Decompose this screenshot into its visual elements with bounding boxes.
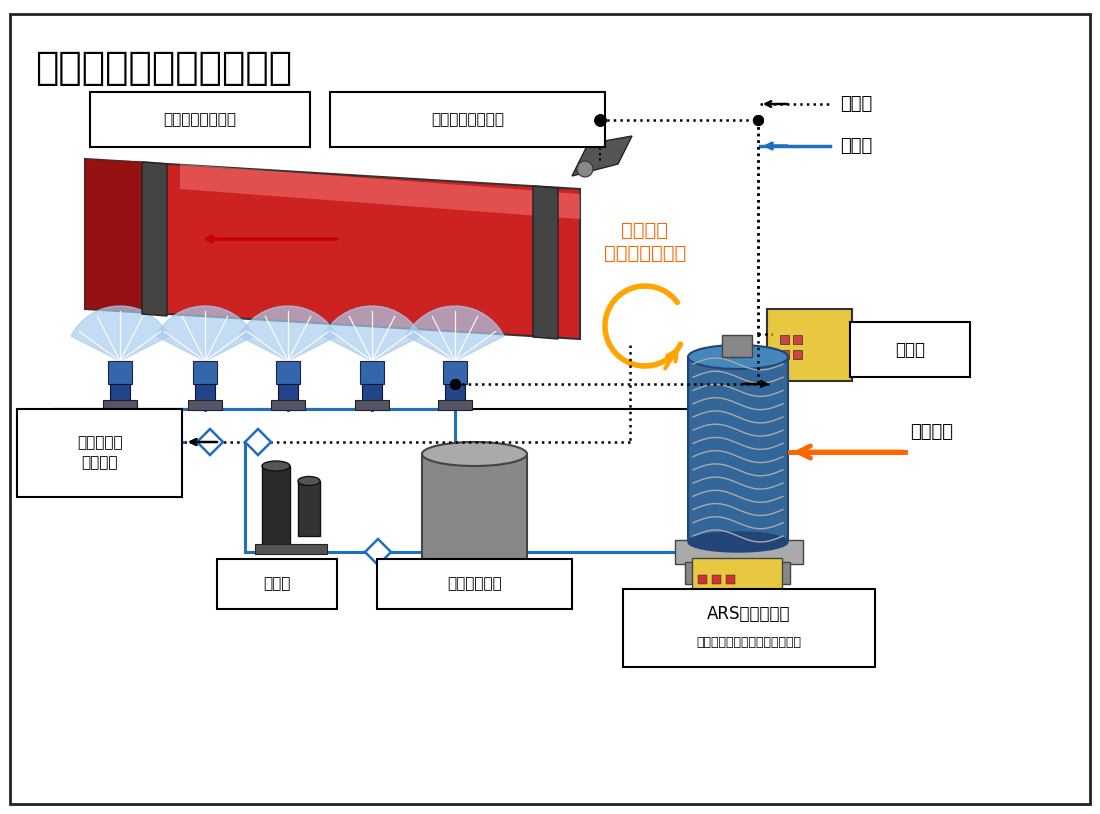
Bar bbox=[271, 400, 305, 410]
FancyBboxPatch shape bbox=[377, 559, 572, 609]
Polygon shape bbox=[180, 164, 580, 219]
Bar bbox=[712, 590, 720, 599]
Ellipse shape bbox=[298, 476, 320, 485]
Bar bbox=[192, 361, 217, 384]
Bar bbox=[780, 335, 789, 344]
Ellipse shape bbox=[422, 442, 527, 466]
Polygon shape bbox=[142, 162, 167, 316]
Text: 走査型放射温度計: 走査型放射温度計 bbox=[431, 112, 504, 127]
Bar bbox=[698, 590, 707, 599]
Bar bbox=[276, 361, 300, 384]
Text: （フィルター自洗式ろ過装置）: （フィルター自洗式ろ過装置） bbox=[696, 636, 802, 649]
Text: ARSフィルター: ARSフィルター bbox=[707, 605, 791, 623]
Text: 冷却水: 冷却水 bbox=[840, 137, 872, 155]
Polygon shape bbox=[365, 539, 390, 565]
Polygon shape bbox=[85, 159, 155, 312]
Bar bbox=[446, 384, 465, 402]
Bar bbox=[188, 400, 222, 410]
FancyBboxPatch shape bbox=[850, 322, 970, 377]
Bar bbox=[692, 558, 782, 606]
Bar bbox=[108, 361, 132, 384]
FancyBboxPatch shape bbox=[330, 92, 605, 147]
Bar bbox=[688, 357, 788, 542]
Text: ロータリーキルン: ロータリーキルン bbox=[164, 112, 236, 127]
Polygon shape bbox=[572, 136, 632, 176]
Ellipse shape bbox=[262, 461, 290, 471]
Text: ろ過水タンク: ろ過水タンク bbox=[447, 576, 502, 592]
FancyBboxPatch shape bbox=[767, 309, 852, 381]
Bar bbox=[298, 481, 320, 536]
Text: ポンプ: ポンプ bbox=[263, 576, 290, 592]
Bar bbox=[360, 361, 384, 384]
Bar bbox=[726, 575, 735, 584]
Polygon shape bbox=[323, 306, 421, 361]
FancyBboxPatch shape bbox=[623, 589, 874, 667]
Bar bbox=[726, 590, 735, 599]
Polygon shape bbox=[85, 159, 580, 339]
Text: 制御盤: 制御盤 bbox=[895, 340, 925, 358]
Bar bbox=[675, 540, 803, 564]
Polygon shape bbox=[197, 429, 223, 455]
Bar bbox=[278, 384, 298, 402]
Bar bbox=[698, 575, 707, 584]
Bar bbox=[255, 544, 327, 554]
Bar bbox=[438, 400, 472, 410]
Polygon shape bbox=[534, 186, 558, 339]
Bar bbox=[262, 466, 290, 546]
Polygon shape bbox=[239, 306, 337, 361]
Ellipse shape bbox=[688, 345, 788, 369]
Bar bbox=[110, 384, 130, 402]
FancyBboxPatch shape bbox=[90, 92, 310, 147]
Polygon shape bbox=[72, 306, 169, 361]
Bar bbox=[685, 562, 790, 584]
Bar bbox=[793, 350, 802, 359]
Bar bbox=[712, 575, 720, 584]
Ellipse shape bbox=[688, 532, 788, 552]
Bar bbox=[103, 400, 138, 410]
FancyBboxPatch shape bbox=[217, 559, 337, 609]
FancyBboxPatch shape bbox=[16, 409, 182, 497]
Bar bbox=[793, 335, 802, 344]
Text: 工業用水: 工業用水 bbox=[910, 423, 953, 441]
Bar bbox=[195, 384, 214, 402]
Bar bbox=[422, 454, 527, 584]
Text: 温度情報
フィードバック: 温度情報 フィードバック bbox=[604, 221, 686, 263]
Text: 微霧ファン
ユニット: 微霧ファン ユニット bbox=[77, 435, 123, 470]
Ellipse shape bbox=[422, 575, 527, 593]
Text: 信　号: 信 号 bbox=[840, 95, 872, 113]
Bar bbox=[443, 361, 468, 384]
Polygon shape bbox=[156, 306, 254, 361]
Bar bbox=[722, 335, 752, 357]
Polygon shape bbox=[245, 429, 271, 455]
Bar bbox=[355, 400, 389, 410]
Text: キルン微霧冷却システム: キルン微霧冷却システム bbox=[35, 49, 293, 87]
Bar bbox=[780, 350, 789, 359]
Bar bbox=[362, 384, 382, 402]
Polygon shape bbox=[406, 306, 504, 361]
Circle shape bbox=[578, 161, 593, 177]
